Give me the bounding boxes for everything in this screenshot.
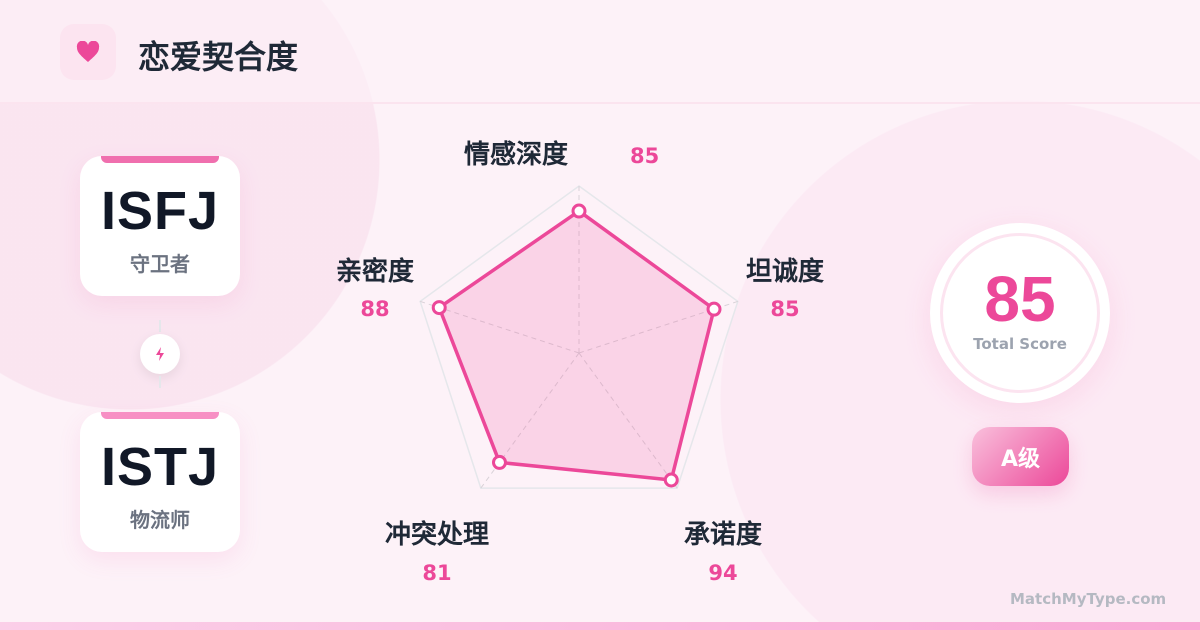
heart-icon	[60, 24, 116, 80]
card-accent-bar	[101, 156, 219, 163]
value-label: 85	[630, 144, 659, 168]
data-point	[431, 300, 447, 316]
value-label: 88	[360, 297, 389, 321]
score-ring	[940, 233, 1100, 393]
type-card-1: ISFJ 守卫者	[80, 156, 240, 296]
total-score-circle: 85 Total Score	[930, 223, 1110, 403]
connector-line	[159, 376, 161, 388]
total-score-label: Total Score	[973, 335, 1067, 353]
data-point	[706, 301, 722, 317]
lightning-icon	[140, 334, 180, 374]
bottom-bar	[0, 622, 1200, 630]
page-title: 恋爱契合度	[138, 38, 299, 76]
grade-badge: A级	[972, 427, 1069, 486]
data-point	[663, 472, 679, 488]
data-point	[491, 454, 507, 470]
axis-label: 坦诚度	[746, 256, 824, 287]
data-polygon	[437, 209, 716, 482]
type-code: ISTJ	[100, 437, 220, 497]
axis-label: 冲突处理	[385, 519, 489, 550]
value-label: 81	[422, 561, 451, 585]
axis-label: 亲密度	[336, 256, 414, 287]
total-score-value: 85	[984, 263, 1056, 335]
value-label: 94	[708, 561, 737, 585]
connector-line	[159, 320, 161, 332]
brand-watermark: MatchMyType.com	[1010, 590, 1167, 608]
data-point	[571, 203, 587, 219]
axis-label: 承诺度	[684, 519, 762, 550]
axis-label: 情感深度	[464, 139, 568, 170]
axis-line	[578, 352, 678, 489]
type-card-2: ISTJ 物流师	[80, 412, 240, 552]
grid-ring	[419, 185, 739, 489]
value-label: 85	[770, 297, 799, 321]
axis-line	[420, 300, 580, 354]
type-code: ISFJ	[100, 181, 220, 241]
type-role: 守卫者	[130, 252, 190, 276]
type-role: 物流师	[130, 508, 190, 532]
header: 恋爱契合度	[0, 0, 1200, 104]
card-accent-bar	[101, 412, 219, 419]
